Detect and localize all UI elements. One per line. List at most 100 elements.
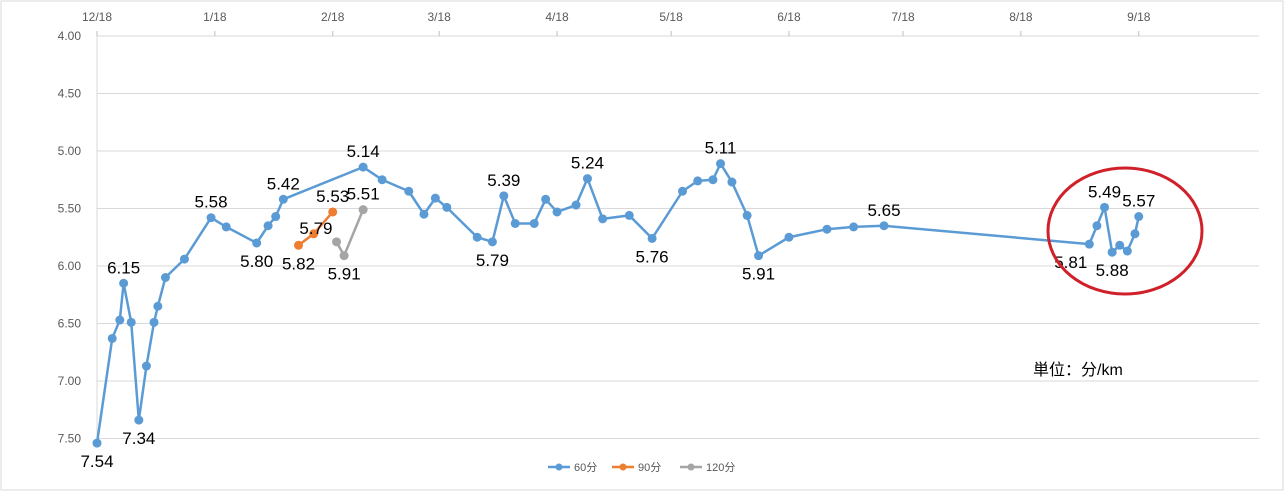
x-tick-label: 12/18 (82, 10, 112, 24)
y-tick-label: 7.00 (58, 374, 82, 388)
legend-label: 60分 (574, 461, 597, 474)
data-label: 5.51 (347, 185, 380, 204)
y-tick-label: 6.50 (58, 317, 82, 331)
series-0-point (693, 176, 703, 186)
series-0-point (92, 438, 102, 448)
series-0-point (377, 175, 387, 185)
y-tick-label: 6.00 (58, 259, 82, 273)
x-axis-ticks: 12/18 1/18 2/18 3/18 4/18 5/18 6/18 7/18 8/18 9/1… (82, 10, 1151, 36)
data-label: 5.79 (299, 219, 332, 238)
series-0-point (404, 186, 414, 196)
series-0-point (119, 278, 129, 288)
series-0-point (472, 232, 482, 242)
data-label: 6.15 (107, 258, 140, 277)
legend-label: 120分 (706, 461, 735, 474)
series-0-point (647, 233, 657, 243)
series-1-point (294, 240, 304, 250)
series-0-point (541, 194, 551, 204)
x-tick-label: 8/18 (1009, 10, 1033, 24)
data-label: 5.42 (267, 174, 300, 193)
series-0-point (1115, 240, 1125, 250)
data-label: 5.53 (316, 187, 349, 206)
series-0-point (271, 212, 281, 222)
gridlines (96, 35, 1259, 441)
x-tick-label: 4/18 (545, 10, 569, 24)
series-0-line (95, 162, 1140, 444)
series-0-point (126, 317, 136, 327)
series-0-point (153, 301, 163, 311)
series-0-point (358, 162, 368, 172)
data-label: 5.39 (487, 171, 520, 190)
series-2-point (358, 205, 368, 215)
series-0-point (1134, 212, 1144, 222)
series-0-point (708, 175, 718, 185)
highlight-ellipse (1046, 166, 1204, 296)
x-tick-label: 7/18 (891, 10, 915, 24)
x-tick-label: 5/18 (659, 10, 683, 24)
series-0-point (252, 238, 262, 248)
series-0-point (571, 200, 581, 210)
data-label: 5.65 (867, 201, 900, 220)
data-label: 5.91 (742, 265, 775, 284)
series-0-point (678, 186, 688, 196)
data-label: 5.58 (195, 193, 228, 212)
y-axis-ticks: 4.00 4.50 5.00 5.50 6.00 6.50 7.00 7.50 (58, 29, 82, 446)
unit-label: 単位：分/km (1033, 361, 1123, 379)
data-label: 5.11 (705, 139, 737, 158)
series-0-point (1092, 221, 1102, 231)
series-0-point (879, 221, 889, 231)
y-tick-label: 4.50 (58, 87, 82, 101)
series-2-point (339, 251, 349, 261)
y-tick-label: 7.50 (58, 432, 82, 446)
series-1-point (309, 229, 319, 239)
series-0-point (1100, 202, 1110, 212)
x-tick-label: 2/18 (321, 10, 345, 24)
legend-label: 90分 (638, 461, 661, 474)
data-label: 5.79 (476, 251, 509, 270)
series-0-point (499, 191, 509, 201)
data-label: 5.91 (328, 265, 361, 284)
series-0-point (141, 361, 151, 371)
series-0-point (115, 315, 125, 325)
series-0-point (849, 222, 859, 232)
data-label: 5.14 (347, 142, 380, 161)
y-tick-label: 5.00 (58, 144, 82, 158)
data-label: 7.34 (122, 429, 155, 448)
data-label: 5.49 (1088, 182, 1121, 201)
series-0-point (160, 273, 170, 282)
x-tick-label: 3/18 (428, 10, 452, 24)
series-0-point (206, 213, 216, 223)
legend-swatch-marker (619, 463, 627, 471)
series-0-point (1107, 247, 1117, 257)
series-1-point (328, 207, 338, 217)
series-2-point (332, 237, 342, 247)
legend-swatch-marker (555, 463, 563, 471)
series-0-point (179, 254, 189, 264)
data-label: 7.54 (80, 452, 113, 471)
series-0-point (784, 232, 794, 242)
series-0-point (263, 221, 273, 231)
series-0-point (442, 202, 452, 212)
series-0-point (598, 214, 608, 224)
data-labels: 7.54 6.15 7.34 5.58 5.80 5.42 5.14 5.79 5.39 5.24… (80, 139, 1155, 471)
series-0-point (822, 224, 832, 234)
series-0-point (552, 207, 562, 217)
series-0-point (727, 177, 737, 187)
series-0-point (529, 218, 539, 228)
series-0-point (754, 251, 764, 261)
data-label: 5.88 (1096, 261, 1129, 280)
series-0-point (582, 174, 592, 184)
data-label: 5.57 (1122, 192, 1155, 211)
series-0-point (1130, 229, 1140, 239)
x-tick-label: 9/18 (1127, 10, 1151, 24)
y-tick-label: 5.50 (58, 202, 82, 216)
series-0-point (278, 194, 288, 204)
series-0-point (716, 159, 726, 169)
legend: 60分 90分 120分 (548, 461, 735, 474)
series-0-point (742, 210, 752, 220)
x-tick-label: 6/18 (777, 10, 801, 24)
legend-swatch-marker (687, 463, 695, 471)
series-0-point (134, 415, 144, 425)
series-0-point (487, 237, 497, 247)
